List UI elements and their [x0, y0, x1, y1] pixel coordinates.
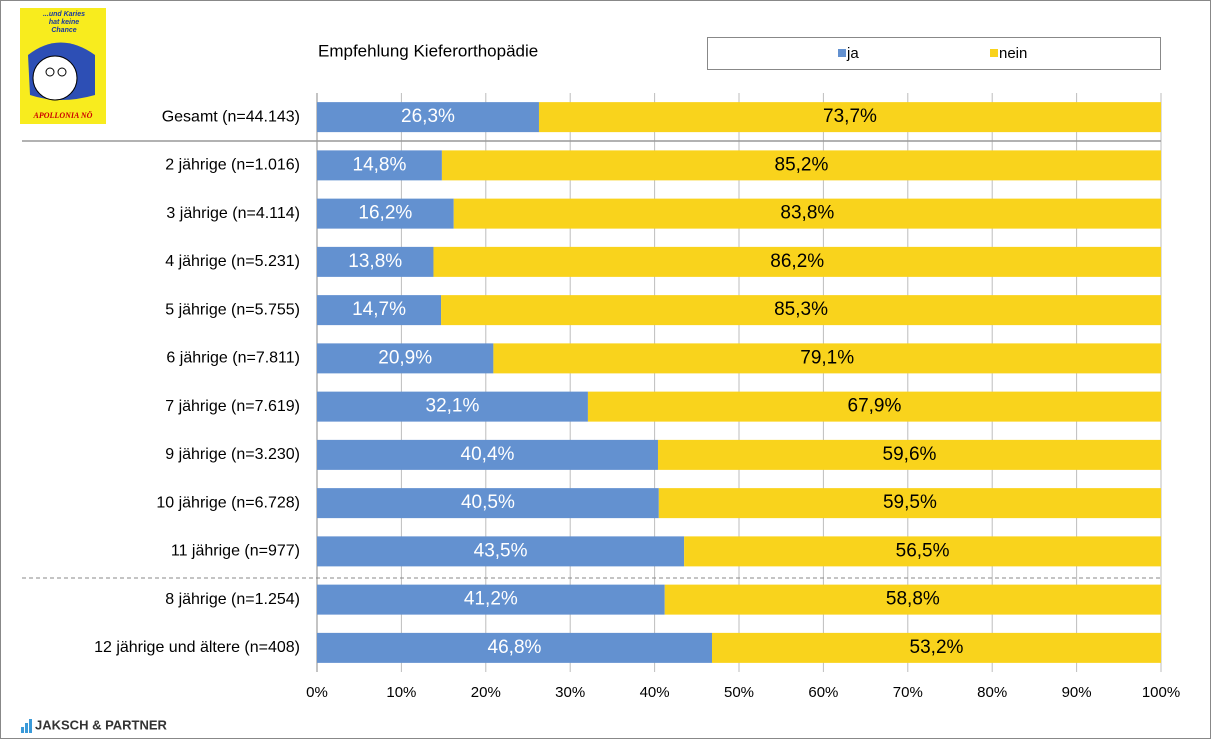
y-tick-label: 4 jährige (n=5.231): [165, 253, 300, 270]
value-label: 14,8%: [353, 154, 407, 175]
legend-swatch: [838, 49, 846, 57]
value-label: 32,1%: [426, 396, 480, 417]
value-label: 16,2%: [358, 203, 412, 224]
x-tick-label: 10%: [386, 684, 416, 701]
x-tick-label: 0%: [306, 684, 328, 701]
y-tick-label: 12 jährige und ältere (n=408): [94, 639, 300, 656]
y-tick-label: 6 jährige (n=7.811): [166, 350, 300, 367]
value-label: 59,5%: [883, 492, 937, 513]
x-tick-label: 90%: [1062, 684, 1092, 701]
x-tick-label: 80%: [977, 684, 1007, 701]
y-tick-label: 9 jährige (n=3.230): [165, 446, 300, 463]
value-label: 56,5%: [896, 540, 950, 561]
chart-title: Empfehlung Kieferorthopädie: [318, 41, 538, 60]
logo-bar: [25, 723, 28, 733]
legend-box: [708, 38, 1161, 70]
y-tick-label: 11 jährige (n=977): [171, 543, 300, 560]
value-label: 59,6%: [883, 444, 937, 465]
value-label: 85,2%: [775, 154, 829, 175]
bottom-logo: JAKSCH & PARTNER: [21, 717, 168, 733]
logo-bar: [21, 727, 24, 733]
page: ...und Karies hat keine Chance APOLLONIA…: [0, 0, 1211, 739]
value-label: 14,7%: [352, 299, 406, 320]
x-tick-label: 60%: [808, 684, 838, 701]
y-tick-label: Gesamt (n=44.143): [162, 108, 300, 125]
value-label: 67,9%: [848, 396, 902, 417]
logo-tooth: [33, 56, 77, 100]
x-tick-label: 30%: [555, 684, 585, 701]
legend-label: ja: [846, 45, 859, 62]
value-label: 43,5%: [474, 540, 528, 561]
logo-text: ...und Karies: [43, 11, 85, 18]
y-tick-label: 3 jährige (n=4.114): [166, 205, 300, 222]
chart: ...und Karies hat keine Chance APOLLONIA…: [0, 0, 1211, 739]
value-label: 83,8%: [780, 203, 834, 224]
value-label: 58,8%: [886, 589, 940, 610]
x-tick-label: 100%: [1142, 684, 1180, 701]
y-tick-label: 8 jährige (n=1.254): [165, 591, 300, 608]
value-label: 86,2%: [770, 251, 824, 272]
x-tick-label: 40%: [640, 684, 670, 701]
value-label: 26,3%: [401, 106, 455, 127]
value-label: 13,8%: [348, 251, 402, 272]
value-label: 40,4%: [461, 444, 515, 465]
value-label: 85,3%: [774, 299, 828, 320]
y-tick-label: 10 jährige (n=6.728): [156, 494, 300, 511]
logo-text: hat keine: [49, 19, 79, 26]
x-tick-label: 70%: [893, 684, 923, 701]
logo-text: APOLLONIA NÖ: [33, 111, 93, 120]
y-tick-label: 5 jährige (n=5.755): [165, 301, 300, 318]
logo-text: Chance: [51, 27, 76, 34]
logo-bar: [29, 719, 32, 733]
value-label: 40,5%: [461, 492, 515, 513]
legend-label: nein: [999, 45, 1027, 62]
y-tick-label: 2 jährige (n=1.016): [165, 157, 300, 174]
value-label: 20,9%: [378, 347, 432, 368]
value-label: 41,2%: [464, 589, 518, 610]
legend-swatch: [990, 49, 998, 57]
logo-text: JAKSCH & PARTNER: [35, 717, 168, 732]
value-label: 46,8%: [488, 637, 542, 658]
value-label: 79,1%: [800, 347, 854, 368]
value-label: 73,7%: [823, 106, 877, 127]
x-tick-label: 20%: [471, 684, 501, 701]
y-tick-label: 7 jährige (n=7.619): [165, 398, 300, 415]
x-tick-label: 50%: [724, 684, 754, 701]
value-label: 53,2%: [910, 637, 964, 658]
top-logo: ...und Karies hat keine Chance APOLLONIA…: [20, 8, 106, 124]
